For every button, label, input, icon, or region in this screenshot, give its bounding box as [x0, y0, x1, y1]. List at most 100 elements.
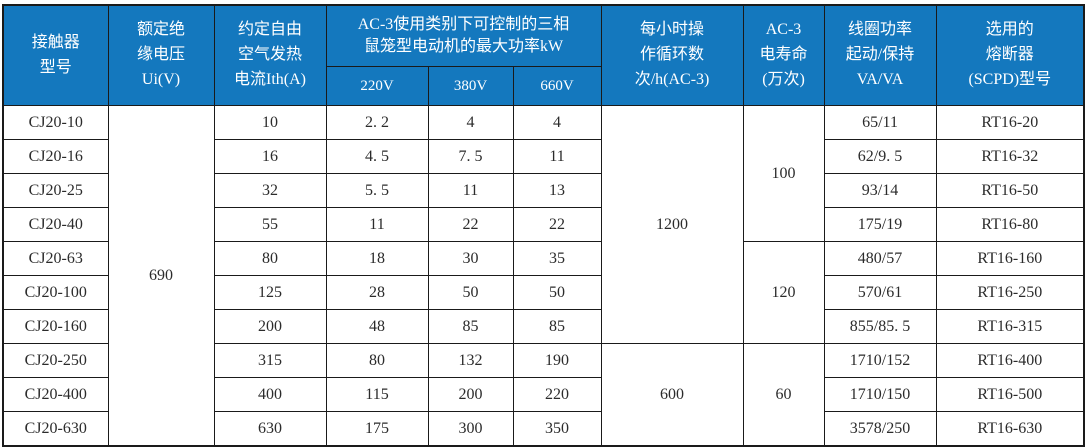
- coil-cell: 480/57: [823, 241, 937, 276]
- ith-cell: 630: [213, 411, 327, 447]
- life-merged-cell: 60: [742, 343, 825, 447]
- model-cell: CJ20-100: [2, 275, 109, 310]
- fuse-cell: RT16-630: [935, 411, 1085, 447]
- header-electrical-life: AC-3 电寿命 (万次): [742, 4, 825, 106]
- table-row: CJ20-40 55 11 22 22 175/19 RT16-80: [2, 207, 1085, 242]
- ith-cell: 16: [213, 139, 327, 174]
- coil-cell: 175/19: [823, 207, 937, 242]
- ui-merged-cell: 690: [107, 105, 215, 447]
- fuse-cell: RT16-160: [935, 241, 1085, 276]
- model-cell: CJ20-40: [2, 207, 109, 242]
- p660-cell: 85: [512, 309, 602, 344]
- table-row: CJ20-63 80 18 30 35 120 480/57 RT16-160: [2, 241, 1085, 344]
- p380-cell: 200: [427, 377, 514, 412]
- coil-cell: 1710/150: [823, 377, 937, 412]
- fuse-cell: RT16-250: [935, 275, 1085, 310]
- fuse-cell: RT16-32: [935, 139, 1085, 174]
- fuse-cell: RT16-315: [935, 309, 1085, 344]
- model-cell: CJ20-25: [2, 173, 109, 208]
- fuse-cell: RT16-400: [935, 343, 1085, 378]
- coil-cell: 1710/152: [823, 343, 937, 378]
- model-cell: CJ20-630: [2, 411, 109, 447]
- ith-cell: 200: [213, 309, 327, 344]
- header-coil-power: 线圈功率 起动/保持 VA/VA: [823, 4, 937, 106]
- p380-cell: 30: [427, 241, 514, 276]
- coil-cell: 62/9. 5: [823, 139, 937, 174]
- fuse-cell: RT16-50: [935, 173, 1085, 208]
- p380-cell: 132: [427, 343, 514, 378]
- ith-cell: 315: [213, 343, 327, 378]
- p380-cell: 11: [427, 173, 514, 208]
- coil-cell: 3578/250: [823, 411, 937, 447]
- p220-cell: 2. 2: [325, 105, 429, 140]
- cycles-merged-cell: 600: [600, 343, 744, 447]
- coil-cell: 855/85. 5: [823, 309, 937, 344]
- header-380v: 380V: [427, 66, 514, 106]
- table-row: CJ20-10 690 10 2. 2 4 4 1200 100 65/11 R…: [2, 105, 1085, 447]
- ith-cell: 55: [213, 207, 327, 242]
- header-220v: 220V: [325, 66, 429, 106]
- model-cell: CJ20-250: [2, 343, 109, 378]
- p220-cell: 80: [325, 343, 429, 378]
- p660-cell: 4: [512, 105, 602, 140]
- table-row: CJ20-400 400 115 200 220 1710/150 RT16-5…: [2, 377, 1085, 412]
- model-cell: CJ20-400: [2, 377, 109, 412]
- coil-cell: 570/61: [823, 275, 937, 310]
- header-660v: 660V: [512, 66, 602, 106]
- p660-cell: 350: [512, 411, 602, 447]
- ith-cell: 80: [213, 241, 327, 276]
- p660-cell: 220: [512, 377, 602, 412]
- table-row: CJ20-16 16 4. 5 7. 5 11 62/9. 5 RT16-32: [2, 139, 1085, 174]
- ith-cell: 10: [213, 105, 327, 140]
- ith-cell: 125: [213, 275, 327, 310]
- p660-cell: 190: [512, 343, 602, 378]
- p660-cell: 35: [512, 241, 602, 276]
- coil-cell: 65/11: [823, 105, 937, 140]
- model-cell: CJ20-63: [2, 241, 109, 276]
- header-fuse-type: 选用的 熔断器 (SCPD)型号: [935, 4, 1085, 106]
- p380-cell: 4: [427, 105, 514, 140]
- header-insulation-voltage: 额定绝 缘电压 Ui(V): [107, 4, 215, 106]
- table-row: CJ20-250 315 80 132 190 600 60 1710/152 …: [2, 343, 1085, 447]
- model-cell: CJ20-10: [2, 105, 109, 140]
- p660-cell: 50: [512, 275, 602, 310]
- model-cell: CJ20-160: [2, 309, 109, 344]
- p220-cell: 5. 5: [325, 173, 429, 208]
- model-cell: CJ20-16: [2, 139, 109, 174]
- header-cycles-per-hour: 每小时操 作循环数 次/h(AC-3): [600, 4, 744, 106]
- life-merged-cell: 100: [742, 105, 825, 242]
- p380-cell: 300: [427, 411, 514, 447]
- header-model: 接触器 型号: [2, 4, 109, 106]
- header-thermal-current: 约定自由 空气发热 电流Ith(A): [213, 4, 327, 106]
- life-merged-cell: 120: [742, 241, 825, 344]
- p220-cell: 4. 5: [325, 139, 429, 174]
- p380-cell: 50: [427, 275, 514, 310]
- ith-cell: 400: [213, 377, 327, 412]
- p220-cell: 28: [325, 275, 429, 310]
- cycles-merged-cell: 1200: [600, 105, 744, 344]
- spec-table-container: 接触器 型号 额定绝 缘电压 Ui(V) 约定自由 空气发热 电流Ith(A) …: [2, 4, 1085, 447]
- p660-cell: 22: [512, 207, 602, 242]
- contactor-spec-table: 接触器 型号 额定绝 缘电压 Ui(V) 约定自由 空气发热 电流Ith(A) …: [2, 4, 1085, 447]
- p220-cell: 115: [325, 377, 429, 412]
- header-row-2: 220V 380V 660V: [3, 66, 1084, 106]
- p220-cell: 175: [325, 411, 429, 447]
- p220-cell: 11: [325, 207, 429, 242]
- p660-cell: 11: [512, 139, 602, 174]
- p380-cell: 85: [427, 309, 514, 344]
- ith-cell: 32: [213, 173, 327, 208]
- p660-cell: 13: [512, 173, 602, 208]
- fuse-cell: RT16-500: [935, 377, 1085, 412]
- header-row-1: 接触器 型号 额定绝 缘电压 Ui(V) 约定自由 空气发热 电流Ith(A) …: [2, 4, 1085, 106]
- p380-cell: 7. 5: [427, 139, 514, 174]
- fuse-cell: RT16-80: [935, 207, 1085, 242]
- coil-cell: 93/14: [823, 173, 937, 208]
- p220-cell: 18: [325, 241, 429, 276]
- header-ac3-power-group: AC-3使用类别下可控制的三相 鼠笼型电动机的最大功率kW: [325, 4, 602, 67]
- table-row: CJ20-25 32 5. 5 11 13 93/14 RT16-50: [2, 173, 1085, 208]
- p380-cell: 22: [427, 207, 514, 242]
- fuse-cell: RT16-20: [935, 105, 1085, 140]
- p220-cell: 48: [325, 309, 429, 344]
- table-row: CJ20-160 200 48 85 85 855/85. 5 RT16-315: [2, 309, 1085, 344]
- table-row: CJ20-100 125 28 50 50 570/61 RT16-250: [2, 275, 1085, 310]
